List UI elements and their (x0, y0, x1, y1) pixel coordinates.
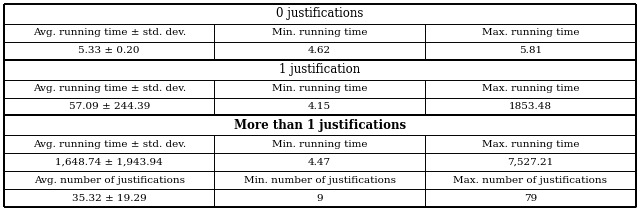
Text: 4.15: 4.15 (308, 102, 332, 111)
Text: Min. running time: Min. running time (272, 84, 367, 93)
Text: 4.47: 4.47 (308, 158, 332, 167)
Text: 9: 9 (316, 193, 323, 203)
Text: Max. running time: Max. running time (482, 28, 579, 37)
Text: 1853.48: 1853.48 (509, 102, 552, 111)
Text: 1 justification: 1 justification (280, 63, 360, 76)
Text: Avg. number of justifications: Avg. number of justifications (34, 176, 185, 185)
Text: Max. running time: Max. running time (482, 140, 579, 149)
Text: Max. running time: Max. running time (482, 84, 579, 93)
Text: 5.81: 5.81 (519, 46, 542, 55)
Text: Avg. running time ± std. dev.: Avg. running time ± std. dev. (33, 140, 186, 149)
Text: Avg. running time ± std. dev.: Avg. running time ± std. dev. (33, 28, 186, 37)
Text: 79: 79 (524, 193, 537, 203)
Text: 57.09 ± 244.39: 57.09 ± 244.39 (68, 102, 150, 111)
Text: Avg. running time ± std. dev.: Avg. running time ± std. dev. (33, 84, 186, 93)
Text: 5.33 ± 0.20: 5.33 ± 0.20 (79, 46, 140, 55)
Text: Max. number of justifications: Max. number of justifications (454, 176, 607, 185)
Text: 35.32 ± 19.29: 35.32 ± 19.29 (72, 193, 147, 203)
Text: Min. running time: Min. running time (272, 28, 367, 37)
Text: 1,648.74 ± 1,943.94: 1,648.74 ± 1,943.94 (55, 158, 163, 167)
Text: 0 justifications: 0 justifications (276, 7, 364, 20)
Text: 4.62: 4.62 (308, 46, 332, 55)
Text: More than 1 justifications: More than 1 justifications (234, 119, 406, 132)
Text: Min. running time: Min. running time (272, 140, 367, 149)
Text: 7,527.21: 7,527.21 (508, 158, 554, 167)
Text: Min. number of justifications: Min. number of justifications (244, 176, 396, 185)
